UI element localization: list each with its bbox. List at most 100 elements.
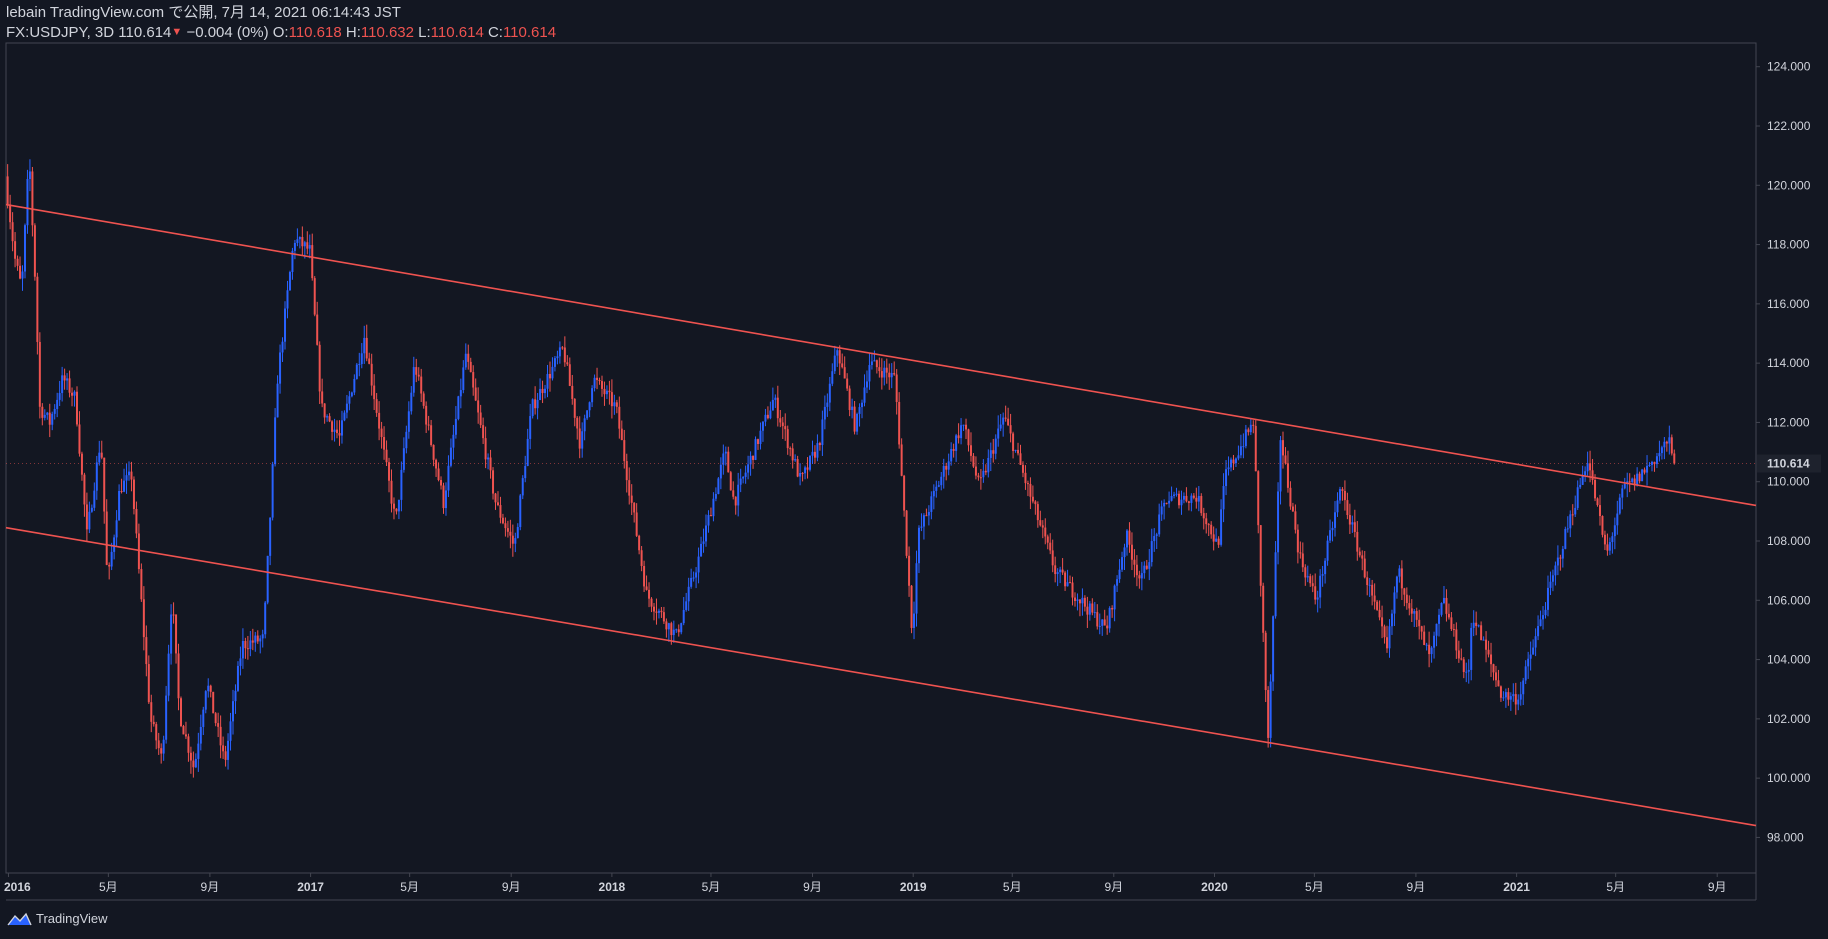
last-price-label: 110.614 (1767, 457, 1810, 471)
candle-body (316, 314, 319, 345)
candle-body (239, 658, 242, 666)
candle-body (1663, 441, 1666, 448)
symbol-label[interactable]: FX:USDJPY, 3D (6, 24, 115, 41)
candle-body (474, 387, 477, 401)
candle-body (61, 375, 64, 394)
candle (895, 369, 898, 415)
candle-body (160, 748, 163, 754)
candle (1024, 465, 1027, 490)
candle (957, 423, 960, 444)
upper-channel-line[interactable] (5, 203, 1757, 507)
candle-body (58, 393, 61, 400)
candle (846, 373, 849, 391)
candle (1088, 600, 1091, 621)
candle (818, 441, 821, 451)
candle (509, 519, 512, 549)
candle-body (757, 439, 760, 444)
candle (900, 438, 903, 477)
candle-body (385, 449, 388, 463)
candle (130, 461, 133, 492)
candle-body (796, 459, 799, 477)
candle (28, 159, 31, 192)
candle (702, 528, 705, 553)
candle-body (1376, 601, 1379, 610)
candle (1598, 494, 1601, 526)
candle (757, 438, 760, 450)
candle-body (125, 475, 128, 481)
candle (1277, 482, 1280, 565)
candle-body (1026, 483, 1029, 485)
candle (1425, 642, 1428, 651)
candle (120, 478, 123, 494)
candle (504, 517, 507, 537)
candle-body (905, 510, 908, 556)
candle-body (1017, 449, 1020, 454)
candle-body (234, 690, 237, 702)
candle (1433, 631, 1436, 659)
candle (432, 444, 435, 467)
candle-body (271, 464, 274, 518)
price-tick-label: 108.000 (1767, 534, 1811, 548)
candle (1284, 447, 1287, 465)
candle (546, 364, 549, 398)
candle (1343, 480, 1346, 511)
candle (766, 406, 769, 420)
trendlines[interactable] (5, 203, 1757, 827)
candle-body (573, 398, 576, 418)
candle-body (568, 364, 571, 386)
candle (1269, 674, 1272, 748)
candle-body (1584, 471, 1587, 476)
candle-body (1383, 626, 1386, 638)
candle-body (1311, 583, 1314, 587)
candle (610, 379, 613, 419)
price-change: −0.004 (0%) (186, 24, 269, 41)
candle (1291, 502, 1294, 512)
candle-body (1106, 625, 1109, 629)
price-axis[interactable]: 98.000 100.000 102.000 104.000 106.000 108.00… (1756, 60, 1821, 845)
candle-body (1299, 552, 1302, 554)
candle-body (942, 465, 945, 477)
candle (482, 417, 485, 444)
candle-body (1059, 569, 1062, 573)
candle (1398, 565, 1401, 583)
candle-body (581, 431, 584, 449)
candle-body (1378, 609, 1381, 618)
candle-body (1153, 536, 1156, 542)
candle-body (430, 425, 433, 446)
candle-body (1470, 627, 1473, 670)
candle-body (444, 490, 447, 509)
candle (420, 368, 423, 402)
candle-body (1366, 577, 1369, 586)
time-tick-label: 9月 (201, 880, 220, 894)
candle-body (1259, 525, 1262, 586)
candle-body (1388, 626, 1391, 649)
candle (1071, 576, 1074, 606)
candle-body (1566, 528, 1569, 530)
candle-body (1371, 584, 1374, 596)
candle-body (140, 569, 143, 600)
candle-body (28, 171, 31, 180)
candle-body (1061, 569, 1064, 573)
candle (1299, 541, 1302, 559)
candle-body (799, 473, 802, 477)
time-axis[interactable]: 2016 5月 9月 2017 5月 9月 2018 5月 9月 2019 5月 9月 2020 5月 9月… (4, 873, 1727, 894)
candle-body (536, 399, 539, 409)
lower-channel-line[interactable] (5, 526, 1757, 827)
candle (784, 413, 787, 441)
candle (729, 470, 732, 491)
candle-body (1249, 424, 1252, 433)
candle-body (214, 713, 217, 724)
candle (1579, 477, 1582, 489)
candle-body (900, 444, 903, 476)
candle (638, 534, 641, 555)
candle-body (1559, 557, 1562, 559)
candle-body (427, 424, 430, 426)
candle (189, 746, 192, 774)
candle-body (340, 420, 343, 436)
price-tick-label: 114.000 (1767, 356, 1810, 370)
candle-body (1264, 632, 1267, 691)
price-tick-label: 122.000 (1767, 119, 1811, 133)
candle (529, 403, 532, 450)
candle (893, 361, 896, 376)
